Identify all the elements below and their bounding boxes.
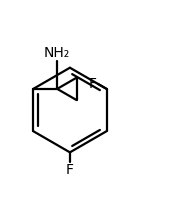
Text: NH₂: NH₂ (44, 46, 70, 60)
Text: F: F (89, 77, 97, 91)
Text: F: F (66, 163, 74, 177)
